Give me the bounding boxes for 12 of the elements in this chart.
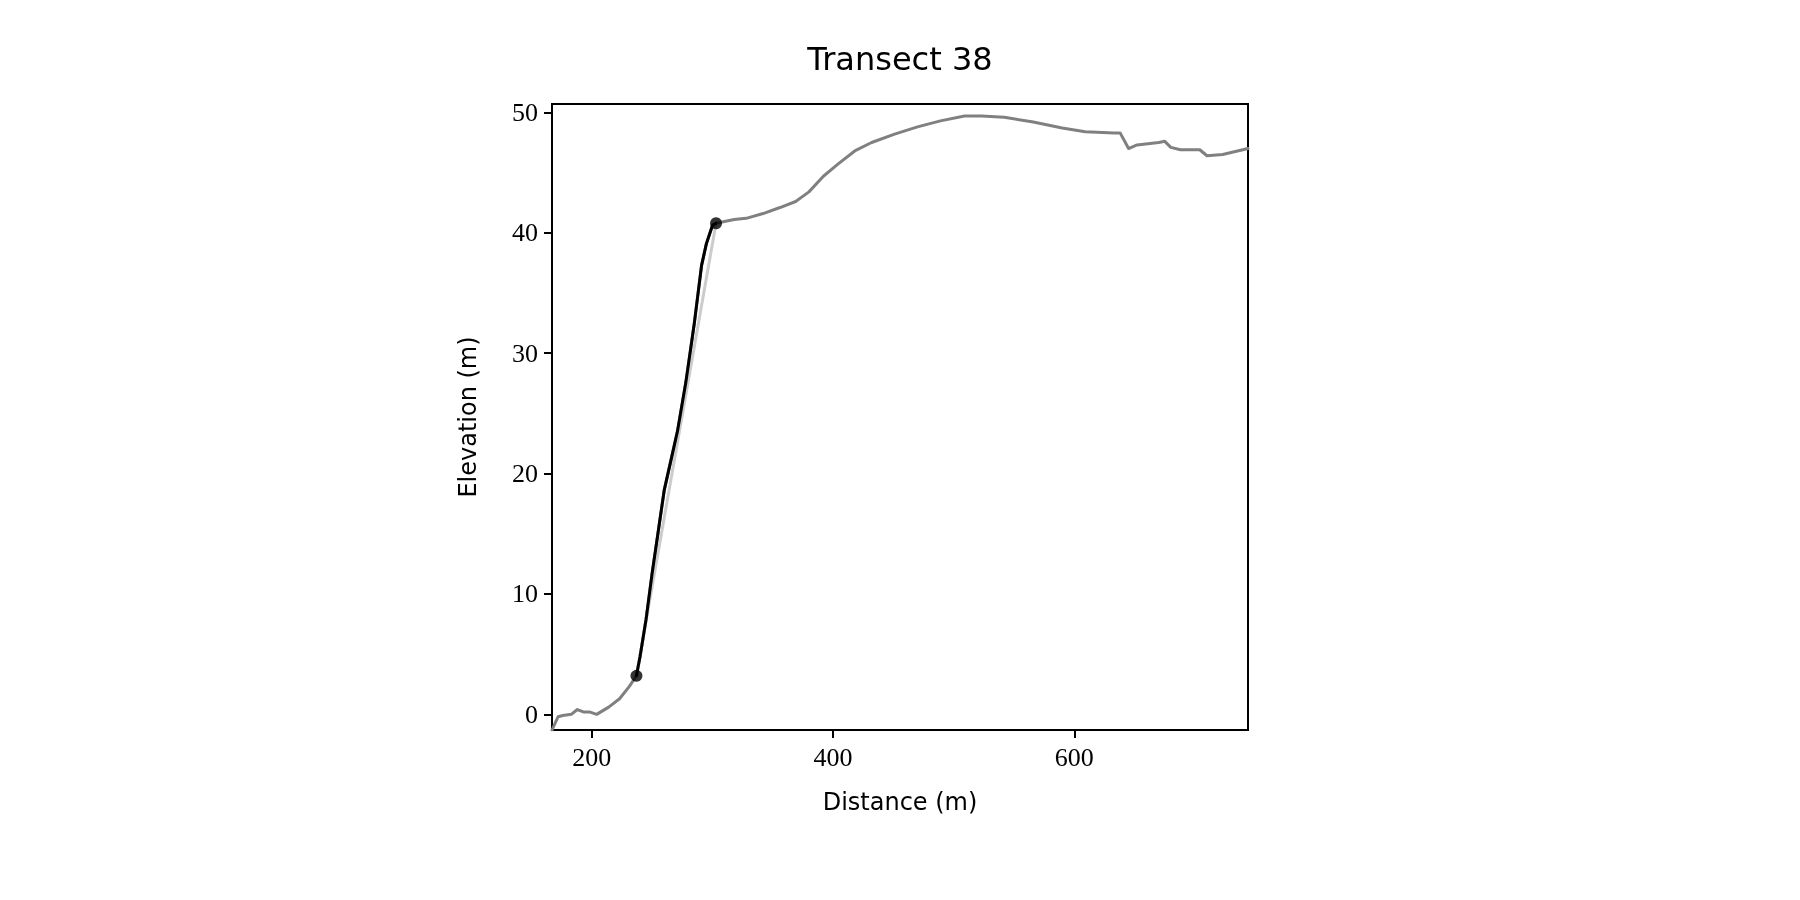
y-tick-label: 40	[512, 218, 538, 248]
x-axis-title: Distance (m)	[822, 788, 978, 816]
x-tick-label: 200	[572, 742, 612, 772]
x-tick-label: 600	[1054, 742, 1094, 772]
x-tick-label: 400	[813, 742, 853, 772]
chart-title: Transect 38	[806, 40, 993, 78]
y-tick-label: 0	[525, 699, 538, 729]
y-tick-label: 20	[512, 459, 538, 489]
y-tick-label: 10	[512, 579, 538, 609]
y-tick-label: 30	[512, 338, 538, 368]
y-axis-title: Elevation (m)	[454, 336, 482, 498]
y-tick-label: 50	[512, 97, 538, 127]
